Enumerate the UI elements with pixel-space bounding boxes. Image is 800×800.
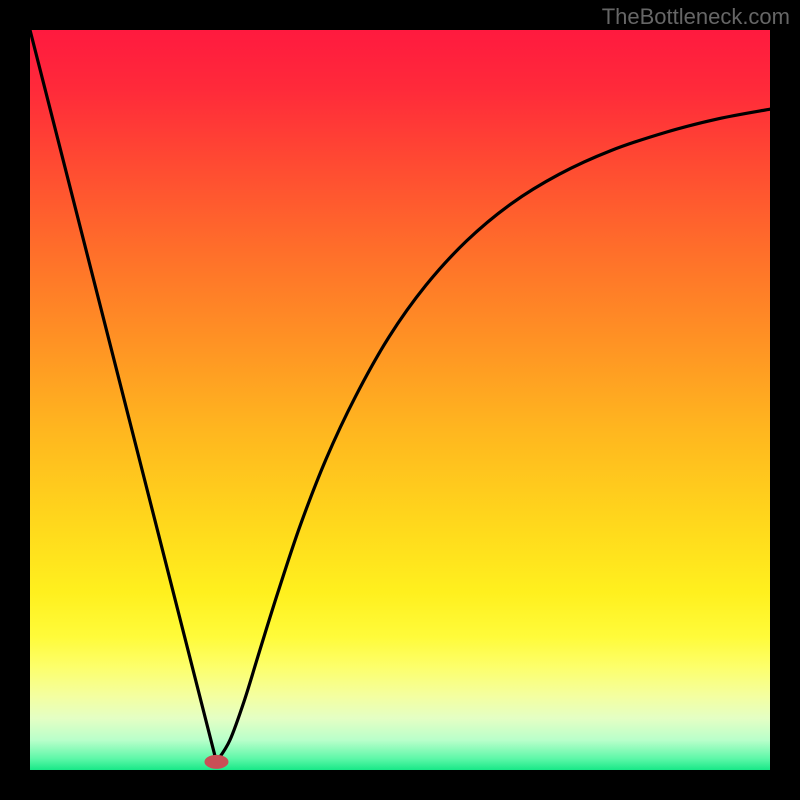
watermark-text: TheBottleneck.com [602,4,790,30]
chart-plot-background [30,30,770,770]
minimum-marker [204,755,228,769]
chart-svg [0,0,800,800]
bottleneck-chart: TheBottleneck.com [0,0,800,800]
